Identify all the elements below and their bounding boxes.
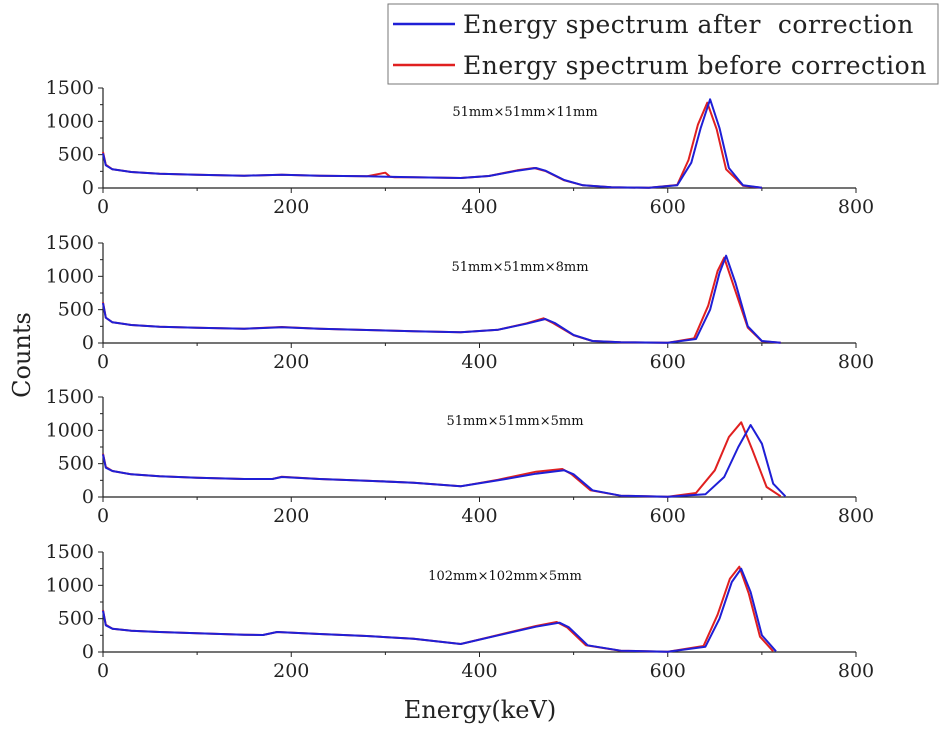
legend-label-after: Energy spectrum after correction: [463, 10, 914, 39]
x-tick-label: 0: [97, 351, 109, 373]
x-tick-label: 600: [650, 196, 686, 218]
x-tick-label: 800: [838, 351, 874, 373]
y-tick-label: 1000: [46, 265, 94, 287]
panel-4: 0 500 1000 1500 0 200 400 600 800 102mm×102mm×5mm: [46, 541, 874, 682]
y-tick-label: 0: [82, 177, 94, 199]
y-tick-label: 500: [58, 453, 94, 475]
panel-annotation: 51mm×51mm×8mm: [451, 260, 588, 275]
panel-annotation: 51mm×51mm×5mm: [446, 414, 583, 429]
x-tick-label: 400: [461, 351, 497, 373]
series-after-correction: [102, 567, 777, 653]
x-tick-label: 800: [838, 660, 874, 682]
series-after-correction: [102, 254, 781, 344]
x-tick-label: 200: [273, 660, 309, 682]
y-tick-label: 500: [58, 299, 94, 321]
x-tick-label: 600: [650, 505, 686, 527]
y-tick-label: 500: [58, 608, 94, 630]
x-tick-label: 0: [97, 660, 109, 682]
legend-box: [387, 3, 939, 85]
y-tick-label: 0: [82, 486, 94, 508]
panel-3: 0 500 1000 1500 0 200 400 600 800 51mm×51mm×5mm: [46, 386, 874, 527]
x-tick-label: 800: [838, 505, 874, 527]
x-tick-label: 800: [838, 196, 874, 218]
x-tick-label: 200: [273, 351, 309, 373]
x-tick-label: 400: [461, 660, 497, 682]
y-tick-label: 500: [58, 144, 94, 166]
series-before-correction: [102, 256, 781, 344]
series-after-correction: [102, 98, 763, 189]
legend: Energy spectrum after correction Energy …: [387, 3, 939, 85]
y-tick-label: 0: [82, 641, 94, 663]
x-tick-label: 0: [97, 196, 109, 218]
x-tick-label: 0: [97, 505, 109, 527]
y-tick-label: 0: [82, 332, 94, 354]
panel-annotation: 102mm×102mm×5mm: [428, 569, 582, 584]
y-tick-label: 1500: [46, 77, 94, 99]
x-tick-label: 600: [650, 660, 686, 682]
y-tick-label: 1000: [46, 419, 94, 441]
x-tick-label: 200: [273, 196, 309, 218]
x-axis-label: Energy(keV): [404, 696, 556, 724]
y-tick-label: 1500: [46, 386, 94, 408]
panel-1: 0 500 1000 1500 0 200 400 600 800 51mm×51mm×11mm: [46, 77, 874, 218]
y-tick-label: 1500: [46, 232, 94, 254]
y-axis-label: Counts: [8, 312, 36, 398]
panel-2: 0 500 1000 1500 0 200 400 600 800 51mm×51mm×8mm: [46, 232, 874, 373]
y-tick-label: 1000: [46, 110, 94, 132]
x-tick-label: 200: [273, 505, 309, 527]
x-tick-label: 400: [461, 196, 497, 218]
panel-annotation: 51mm×51mm×11mm: [452, 105, 597, 120]
x-tick-label: 400: [461, 505, 497, 527]
x-tick-label: 600: [650, 351, 686, 373]
y-tick-label: 1500: [46, 541, 94, 563]
series-after-correction: [102, 424, 787, 498]
legend-label-before: Energy spectrum before correction: [463, 51, 927, 80]
y-tick-label: 1000: [46, 574, 94, 596]
